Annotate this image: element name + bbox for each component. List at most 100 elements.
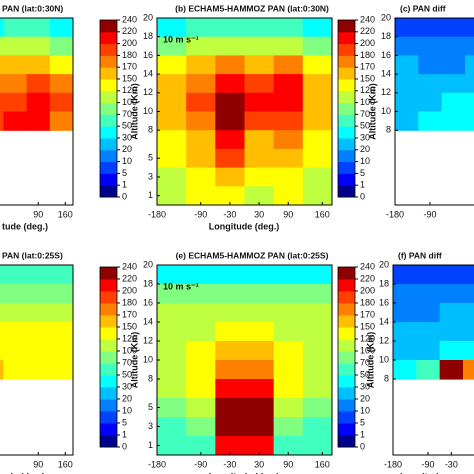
heat-cell: [463, 341, 474, 361]
y-axis-label: Altitude (Km): [129, 83, 139, 140]
heat-cell: [186, 398, 216, 418]
heat-cell: [49, 265, 73, 285]
heat-cell: [244, 55, 275, 75]
colorbar-tick-label: 150: [122, 321, 137, 331]
heat-cell: [215, 360, 246, 380]
colorbar-segment: [338, 67, 355, 80]
heat-cell: [157, 55, 187, 75]
colorbar-segment: [100, 102, 117, 115]
heat-cell: [244, 265, 275, 285]
x-tick-label: -90: [194, 209, 207, 219]
y-tick-label: 8: [148, 373, 153, 383]
y-tick-label: 1: [148, 190, 153, 200]
heat-cell: [215, 436, 246, 455]
heat-cell: [393, 322, 417, 342]
heat-cell: [186, 436, 216, 455]
heat-cell: [49, 322, 73, 342]
x-tick-label: 90: [33, 209, 43, 219]
colorbar-frame: [337, 266, 356, 448]
heat-cell: [302, 148, 332, 169]
colorbar-tick-label: 200: [360, 38, 375, 48]
heat-cell: [439, 265, 464, 285]
x-tick-label: -90: [421, 459, 434, 469]
heat-cell: [439, 284, 464, 304]
y-tick-label: 8: [386, 125, 391, 135]
colorbar-tick-label: 180: [360, 297, 375, 307]
heat-cell: [244, 167, 275, 187]
heat-cell: [26, 360, 51, 380]
heat-cell: [215, 36, 246, 56]
colorbar-segment: [338, 351, 355, 364]
heat-cell: [273, 111, 304, 131]
panel-title: (f) PAN diff: [398, 250, 442, 260]
colorbar-segment: [100, 67, 117, 80]
heat-cell: [186, 265, 216, 285]
heat-cell: [273, 265, 304, 285]
heat-cell: [49, 360, 73, 380]
y-tick-label: 20: [143, 259, 153, 269]
colorbar-tick-label: 1: [122, 180, 127, 190]
y-tick-label: 3: [148, 421, 153, 431]
heat-cell: [463, 303, 474, 323]
heat-cell: [186, 130, 216, 150]
heat-cell: [439, 341, 464, 361]
colorbar-segment: [100, 43, 117, 56]
heat-cell: [418, 74, 443, 94]
heat-cell: [273, 341, 304, 361]
x-tick-label: 160: [315, 209, 330, 219]
y-tick-label: 8: [148, 125, 153, 135]
colorbar-tick-label: 20: [122, 144, 132, 154]
heat-cell: [157, 18, 187, 38]
heat-cell: [273, 360, 304, 380]
colorbar-tick-label: 30: [360, 381, 370, 391]
colorbar-segment: [100, 90, 117, 104]
colorbar-tick-label: 120: [122, 85, 137, 95]
heat-cell: [0, 111, 5, 131]
heat-cell: [465, 55, 474, 75]
heat-cell: [273, 417, 304, 437]
colorbar-segment: [338, 423, 355, 436]
colorbar-segment: [338, 375, 355, 388]
colorbar-tick-label: 50: [122, 369, 132, 379]
heat-cell: [302, 322, 332, 342]
colorbar-tick-label: 220: [122, 26, 137, 36]
colorbar-segment: [338, 102, 355, 115]
colorbar-tick-label: 180: [122, 50, 137, 60]
colorbar-tick-label: 70: [122, 109, 132, 119]
colorbar-segment: [338, 435, 355, 448]
x-tick-label: 30: [254, 459, 264, 469]
heat-cell: [49, 284, 73, 304]
colorbar-tick-label: 50: [360, 121, 370, 131]
y-tick-label: 16: [143, 50, 153, 60]
y-tick-label: 20: [379, 259, 389, 269]
y-tick-label: 8: [384, 373, 389, 383]
heat-cell: [273, 322, 304, 342]
panel-title: (c) PAN diff: [400, 3, 446, 13]
colorbar-segment: [338, 363, 355, 376]
colorbar-segment: [100, 138, 117, 151]
colorbar-segment: [100, 126, 117, 139]
colorbar-tick-label: 1: [360, 429, 365, 439]
heat-cell: [244, 92, 275, 113]
y-tick-label: 16: [143, 297, 153, 307]
heat-cell: [49, 36, 73, 56]
colorbar-segment: [100, 114, 117, 127]
colorbar-tick-label: 0: [122, 191, 127, 201]
y-axis-label: Altitude (Km): [365, 332, 375, 389]
colorbar-segment: [338, 327, 355, 340]
heat-cell: [186, 148, 216, 169]
x-tick-label: 30: [254, 209, 264, 219]
heat-cell: [273, 436, 304, 455]
y-tick-label: 16: [379, 297, 389, 307]
heat-cell: [439, 360, 464, 380]
heat-cell: [157, 284, 187, 304]
colorbar-segment: [100, 387, 117, 400]
heat-cell: [302, 398, 332, 418]
heat-cell: [0, 36, 5, 56]
heat-cell: [186, 417, 216, 437]
colorbar-tick-label: 120: [360, 333, 375, 343]
y-tick-label: 14: [143, 68, 153, 78]
heat-cell: [395, 92, 419, 113]
heat-cell: [215, 379, 246, 399]
